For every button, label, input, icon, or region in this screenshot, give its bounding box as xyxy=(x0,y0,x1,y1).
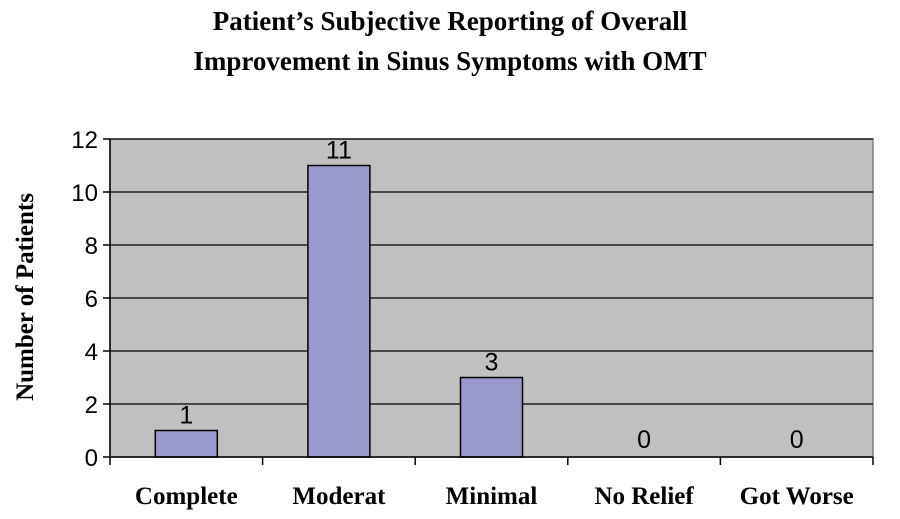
y-tick-label: 10 xyxy=(71,180,98,207)
data-label: 11 xyxy=(326,137,352,165)
category-label: Complete xyxy=(135,483,238,510)
y-tick-label: 2 xyxy=(85,392,98,419)
chart-title-line-2: Improvement in Sinus Symptoms with OMT xyxy=(193,46,707,76)
data-label: 0 xyxy=(637,426,651,454)
data-label: 3 xyxy=(485,349,499,377)
y-tick-label: 8 xyxy=(85,233,98,260)
chart-title-line-1: Patient’s Subjective Reporting of Overal… xyxy=(212,6,688,36)
data-label: 1 xyxy=(179,402,193,430)
bars xyxy=(154,164,524,458)
category-label: Moderat xyxy=(292,483,386,510)
data-label: 0 xyxy=(790,426,804,454)
category-label: No Relief xyxy=(594,483,694,510)
gridlines xyxy=(103,138,873,458)
bar xyxy=(307,164,371,458)
y-tick-labels: 0 2 4 6 8 10 12 xyxy=(71,127,98,472)
y-tick-label: 0 xyxy=(85,445,98,472)
category-labels: Complete Moderat Minimal No Relief Got Worse xyxy=(135,483,854,510)
axes xyxy=(109,139,874,465)
bar xyxy=(154,429,219,458)
y-axis-label: Number of Patients xyxy=(12,193,39,401)
category-label: Minimal xyxy=(446,483,538,510)
y-tick-label: 4 xyxy=(85,339,98,366)
category-label: Got Worse xyxy=(740,483,854,510)
bar xyxy=(459,376,524,458)
y-tick-label: 6 xyxy=(85,286,98,313)
y-tick-label: 12 xyxy=(71,127,98,154)
